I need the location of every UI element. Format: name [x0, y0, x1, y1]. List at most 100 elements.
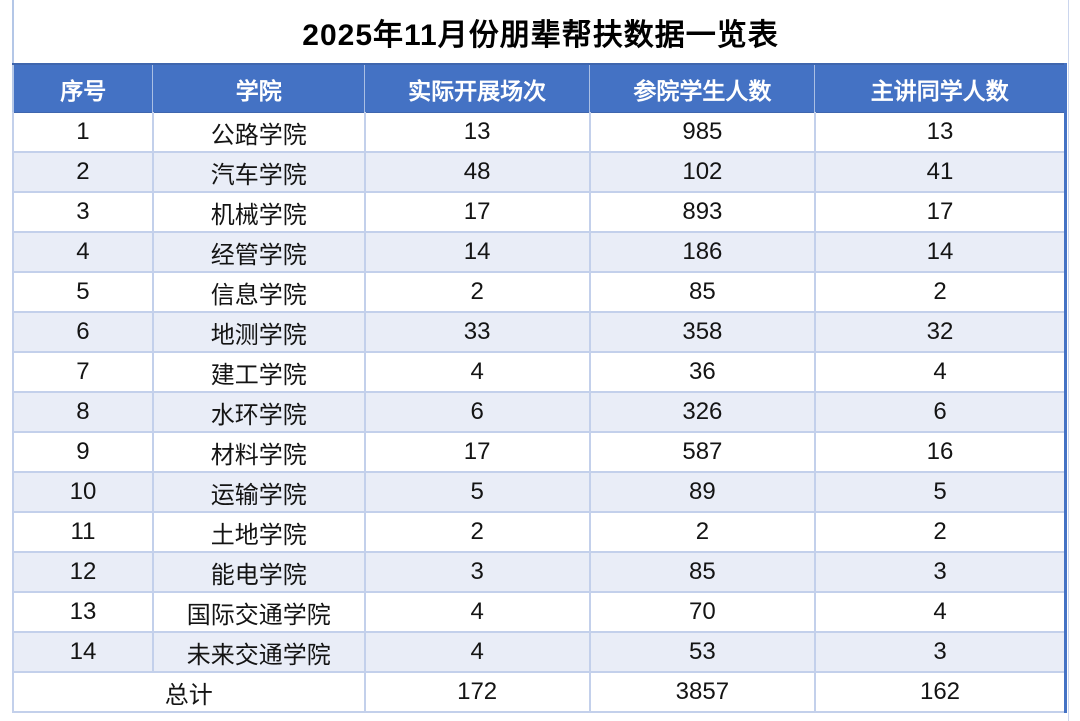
sessions-cell: 6 — [363, 392, 591, 433]
participants-cell: 985 — [588, 112, 816, 153]
total-label-cell: 总计 — [12, 672, 366, 713]
peer-support-data-table: 序号 学院 实际开展场次 参院学生人数 主讲同学人数 1 公路学院 13 985… — [12, 63, 1067, 713]
sessions-cell: 14 — [363, 232, 591, 273]
college-cell: 信息学院 — [151, 272, 366, 313]
participants-cell: 893 — [588, 192, 816, 233]
table-row: 3 机械学院 17 893 17 — [12, 192, 1067, 233]
college-cell: 材料学院 — [151, 432, 366, 473]
participants-cell: 186 — [588, 232, 816, 273]
college-cell: 能电学院 — [151, 552, 366, 593]
participants-cell: 2 — [588, 512, 816, 553]
sessions-cell: 4 — [363, 632, 591, 673]
header-cell-college: 学院 — [152, 63, 365, 113]
college-cell: 地测学院 — [151, 312, 366, 353]
total-row: 总计 172 3857 162 — [12, 672, 1067, 713]
participants-cell: 70 — [588, 592, 816, 633]
sessions-cell: 2 — [363, 512, 591, 553]
speakers-cell: 4 — [813, 352, 1067, 393]
college-cell: 公路学院 — [151, 112, 366, 153]
table-row: 6 地测学院 33 358 32 — [12, 312, 1067, 353]
table-row: 12 能电学院 3 85 3 — [12, 552, 1067, 593]
table-row: 13 国际交通学院 4 70 4 — [12, 592, 1067, 633]
seq-cell: 8 — [12, 392, 154, 433]
seq-cell: 3 — [12, 192, 154, 233]
table-row: 14 未来交通学院 4 53 3 — [12, 632, 1067, 673]
seq-cell: 4 — [12, 232, 154, 273]
sessions-cell: 5 — [363, 472, 591, 513]
seq-cell: 7 — [12, 352, 154, 393]
speakers-cell: 17 — [813, 192, 1067, 233]
seq-cell: 13 — [12, 592, 154, 633]
header-cell-speakers: 主讲同学人数 — [814, 63, 1066, 113]
sessions-cell: 48 — [363, 152, 591, 193]
sessions-cell: 17 — [363, 192, 591, 233]
college-cell: 运输学院 — [151, 472, 366, 513]
college-cell: 机械学院 — [151, 192, 366, 233]
speakers-cell: 3 — [813, 632, 1067, 673]
seq-cell: 9 — [12, 432, 154, 473]
speakers-cell: 32 — [813, 312, 1067, 353]
college-cell: 水环学院 — [151, 392, 366, 433]
seq-cell: 10 — [12, 472, 154, 513]
seq-cell: 14 — [12, 632, 154, 673]
sessions-cell: 4 — [363, 592, 591, 633]
speakers-cell: 14 — [813, 232, 1067, 273]
header-cell-participants: 参院学生人数 — [589, 63, 815, 113]
table-row: 4 经管学院 14 186 14 — [12, 232, 1067, 273]
seq-cell: 2 — [12, 152, 154, 193]
speakers-cell: 2 — [813, 512, 1067, 553]
table-row: 8 水环学院 6 326 6 — [12, 392, 1067, 433]
sessions-cell: 2 — [363, 272, 591, 313]
table-body: 1 公路学院 13 985 13 2 汽车学院 48 102 41 3 机械学院… — [12, 112, 1067, 673]
header-row: 序号 学院 实际开展场次 参院学生人数 主讲同学人数 — [13, 63, 1066, 113]
table-row: 2 汽车学院 48 102 41 — [12, 152, 1067, 193]
sessions-cell: 17 — [363, 432, 591, 473]
sessions-cell: 3 — [363, 552, 591, 593]
college-cell: 建工学院 — [151, 352, 366, 393]
participants-cell: 358 — [588, 312, 816, 353]
college-cell: 汽车学院 — [151, 152, 366, 193]
college-cell: 未来交通学院 — [151, 632, 366, 673]
table-title: 2025年11月份朋辈帮扶数据一览表 — [12, 0, 1067, 63]
speakers-cell: 3 — [813, 552, 1067, 593]
sessions-cell: 13 — [363, 112, 591, 153]
sessions-cell: 4 — [363, 352, 591, 393]
table-row: 10 运输学院 5 89 5 — [12, 472, 1067, 513]
table-row: 9 材料学院 17 587 16 — [12, 432, 1067, 473]
speakers-cell: 4 — [813, 592, 1067, 633]
table-row: 5 信息学院 2 85 2 — [12, 272, 1067, 313]
total-participants-cell: 3857 — [588, 672, 816, 713]
table-row: 1 公路学院 13 985 13 — [12, 112, 1067, 153]
total-sessions-cell: 172 — [363, 672, 591, 713]
seq-cell: 11 — [12, 512, 154, 553]
sessions-cell: 33 — [363, 312, 591, 353]
participants-cell: 89 — [588, 472, 816, 513]
speakers-cell: 2 — [813, 272, 1067, 313]
participants-cell: 85 — [588, 272, 816, 313]
participants-cell: 587 — [588, 432, 816, 473]
speakers-cell: 6 — [813, 392, 1067, 433]
seq-cell: 5 — [12, 272, 154, 313]
speakers-cell: 13 — [813, 112, 1067, 153]
sheet-gridline-right — [1068, 0, 1069, 721]
participants-cell: 102 — [588, 152, 816, 193]
total-speakers-cell: 162 — [813, 672, 1067, 713]
table-row: 11 土地学院 2 2 2 — [12, 512, 1067, 553]
participants-cell: 326 — [588, 392, 816, 433]
college-cell: 国际交通学院 — [151, 592, 366, 633]
header-cell-sessions: 实际开展场次 — [364, 63, 590, 113]
speakers-cell: 41 — [813, 152, 1067, 193]
peer-support-table-area: 2025年11月份朋辈帮扶数据一览表 序号 学院 实际开展场次 参院学生人数 主… — [12, 0, 1067, 713]
participants-cell: 53 — [588, 632, 816, 673]
speakers-cell: 16 — [813, 432, 1067, 473]
college-cell: 土地学院 — [151, 512, 366, 553]
header-cell-seq: 序号 — [13, 63, 153, 113]
participants-cell: 36 — [588, 352, 816, 393]
participants-cell: 85 — [588, 552, 816, 593]
seq-cell: 6 — [12, 312, 154, 353]
college-cell: 经管学院 — [151, 232, 366, 273]
seq-cell: 12 — [12, 552, 154, 593]
speakers-cell: 5 — [813, 472, 1067, 513]
seq-cell: 1 — [12, 112, 154, 153]
